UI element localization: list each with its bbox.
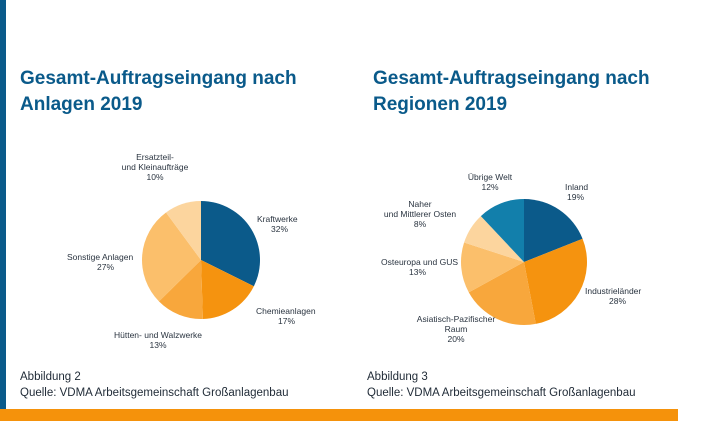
slice-label: Übrige Welt 12% bbox=[468, 172, 513, 192]
slice-label: Chemieanlagen 17% bbox=[256, 306, 316, 326]
slice-label: Industrieländer 28% bbox=[585, 286, 641, 306]
right-source: Quelle: VDMA Arbeitsgemeinschaft Großanl… bbox=[367, 387, 636, 399]
slice-label: Ersatzteil-und Kleinaufträge 10% bbox=[122, 152, 189, 182]
slice-label: Inland 19% bbox=[565, 182, 588, 202]
slice-label: Sonstige Anlagen 27% bbox=[67, 252, 133, 272]
left-caption: Abbildung 2 Quelle: VDMA Arbeitsgemeinsc… bbox=[20, 369, 288, 401]
pie-chart-anlagen: Kraftwerke 32% Chemieanlagen 17% Hütten- und… bbox=[67, 152, 316, 350]
left-figure-number: Abbildung 2 bbox=[20, 371, 81, 383]
pie-chart-regionen: Inland 19% Industrieländer 28% Asiatisch-Paz… bbox=[381, 172, 641, 344]
pie-slice-inland bbox=[524, 199, 583, 262]
slice-label: Osteuropa und GUS 13% bbox=[381, 257, 458, 277]
pie-slice-industrieländer bbox=[524, 238, 588, 324]
left-source: Quelle: VDMA Arbeitsgemeinschaft Großanl… bbox=[20, 387, 289, 399]
left-accent-rule bbox=[0, 0, 6, 410]
pie-slice-übrige-welt bbox=[480, 199, 524, 262]
slice-label: Naher und Mittlerer Osten 8% bbox=[384, 199, 457, 229]
right-chart-title: Gesamt-Auftragseingang nach Regionen 201… bbox=[373, 68, 650, 115]
slice-label: Kraftwerke 32% bbox=[257, 214, 298, 234]
bottom-accent-rule bbox=[0, 409, 678, 421]
pie-slice-hütten-und-walzwerke bbox=[158, 260, 203, 320]
pie-slice-kraftwerke bbox=[201, 201, 260, 287]
left-chart-title: Gesamt-Auftragseingang nach Anlagen 2019 bbox=[20, 68, 297, 115]
pie-slice-asiatisch-pazifischer-raum bbox=[468, 262, 536, 325]
pie-slice-sonstige-anlagen bbox=[142, 212, 201, 302]
pie-slice-osteuropa-und-gus bbox=[461, 242, 524, 293]
slice-label: Hütten- und Walzwerke 13% bbox=[114, 330, 202, 350]
pie-slice-chemieanlagen bbox=[201, 260, 254, 319]
right-figure-number: Abbildung 3 bbox=[367, 371, 428, 383]
slice-label: Asiatisch-Pazifischer Raum 20% bbox=[417, 314, 496, 344]
pie-slice-naher-und-mittlerer-osten bbox=[464, 216, 524, 262]
right-caption: Abbildung 3 Quelle: VDMA Arbeitsgemeinsc… bbox=[367, 369, 635, 401]
pie-slice-ersatzteil-und-kleinaufträge bbox=[166, 201, 201, 260]
